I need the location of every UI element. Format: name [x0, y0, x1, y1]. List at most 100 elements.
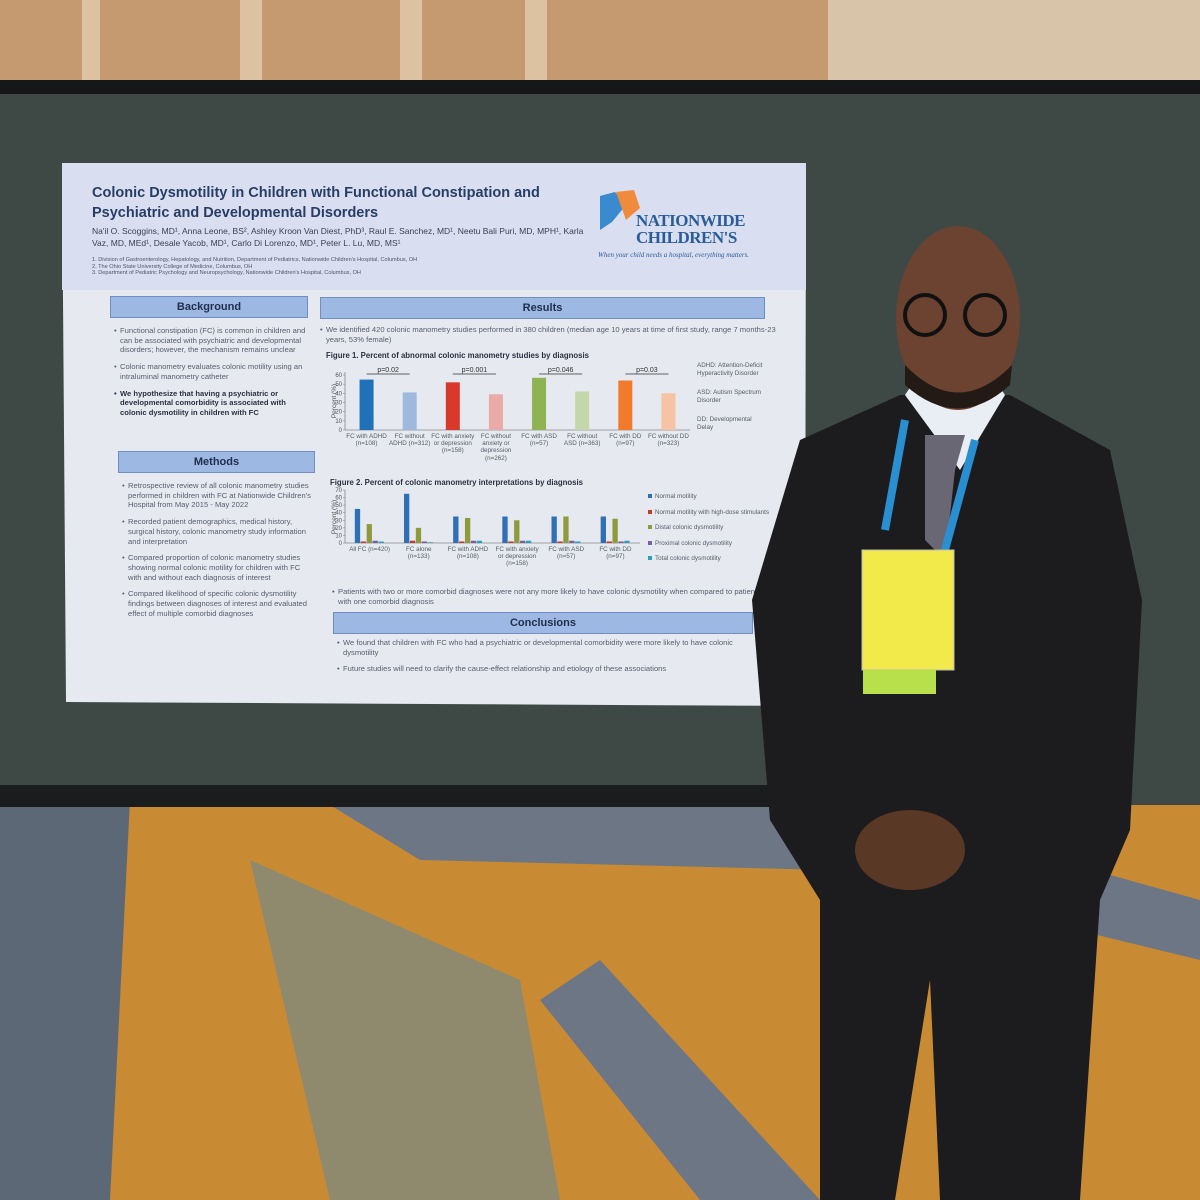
y-tick-label: 30 — [335, 401, 342, 407]
bar — [409, 540, 416, 543]
bar — [624, 540, 630, 543]
wall-panel — [525, 0, 547, 90]
logo-butterfly — [616, 190, 640, 220]
bullet: We hypothesize that having a psychiatric… — [114, 389, 306, 418]
logo-name: NATIONWIDE CHILDREN'S — [636, 211, 745, 247]
bar — [514, 520, 520, 543]
legend-swatch — [648, 540, 652, 545]
bar — [525, 540, 532, 543]
bar — [600, 516, 606, 543]
bullet: We found that children with FC who had a… — [337, 638, 757, 657]
legend-entry: Distal colonic dysmotility — [648, 524, 773, 532]
bullet: Compared likelihood of specific colonic … — [122, 589, 312, 618]
affiliation: 1. Division of Gastroenterology, Hepatol… — [92, 257, 418, 263]
affiliations: 1. Division of Gastroenterology, Hepatol… — [92, 257, 572, 277]
legend-swatch — [648, 525, 652, 530]
legend-swatch — [648, 509, 652, 514]
bar — [618, 541, 624, 543]
legend-entry: Normal motility with high-dose stimulant… — [648, 509, 773, 517]
y-tick-label: 50 — [335, 503, 342, 509]
bar — [402, 392, 417, 430]
legend-entry: Proximal colonic dysmotility — [648, 540, 773, 548]
p-value: p=0.046 — [548, 367, 574, 374]
bar — [488, 394, 503, 430]
bar — [421, 541, 428, 543]
x-tick-label: FC with ADHD (n=108) — [346, 433, 387, 448]
carpet-stripe — [540, 960, 820, 1200]
definitions: ADHD: Attention-Deficit Hyperactivity Di… — [697, 362, 769, 443]
bar — [575, 391, 590, 430]
blind — [828, 0, 1200, 85]
y-tick-label: 30 — [335, 518, 342, 524]
poster-title: Colonic Dysmotility in Children with Fun… — [92, 185, 540, 222]
bar — [532, 377, 547, 430]
bar — [427, 542, 433, 543]
bar — [372, 540, 378, 543]
y-axis-label: Percent (%) — [331, 500, 338, 534]
y-tick-label: 40 — [335, 391, 342, 397]
x-tick-label: FC with ASD (n=57) — [548, 546, 585, 561]
legend-swatch — [648, 556, 652, 561]
legend-entry: Normal motility — [648, 493, 773, 501]
wall-panel — [82, 0, 100, 90]
bar — [354, 508, 361, 543]
figure-title: Figure 2. Percent of colonic manometry i… — [330, 478, 584, 487]
bar — [502, 516, 508, 543]
x-tick-label: FC with anxiety or depression (n=158) — [495, 546, 539, 568]
y-tick-label: 10 — [335, 533, 342, 539]
bullet: Retrospective review of all colonic mano… — [122, 481, 312, 510]
bar — [520, 540, 526, 543]
bar — [470, 540, 477, 543]
x-tick-label: FC without ADHD (n=312) — [388, 433, 431, 448]
section-heading: Background — [110, 296, 308, 318]
bullet: Functional constipation (FC) is common i… — [114, 326, 306, 355]
x-tick-label: FC without anxiety or depression (n=262) — [480, 433, 512, 462]
legend-entry: Total colonic dysmotility — [648, 555, 773, 563]
x-tick-label: All FC (n=420) — [349, 546, 390, 553]
bar — [563, 516, 569, 543]
results-note: Patients with two or more comorbid diagn… — [332, 587, 762, 613]
x-tick-label: FC with ADHD (n=108) — [447, 546, 489, 561]
p-value: p=0.03 — [636, 367, 658, 374]
bullet: Compared proportion of colonic manometry… — [122, 553, 312, 582]
definition: DD: Developmental Delay — [697, 416, 752, 431]
bar — [464, 518, 471, 543]
bar — [459, 541, 465, 543]
bar — [557, 541, 563, 543]
x-tick-label: FC with DD (n=97) — [609, 433, 642, 448]
y-tick-label: 50 — [335, 382, 342, 388]
bullet: We identified 420 colonic manometry stud… — [320, 325, 780, 344]
bar — [606, 541, 612, 543]
definition: ADHD: Attention-Deficit Hyperactivity Di… — [697, 362, 763, 377]
y-tick-label: 60 — [335, 496, 342, 502]
definition: ASD: Autism Spectrum Disorder — [697, 389, 762, 404]
legend-swatch — [648, 494, 652, 498]
legend-label: Total colonic dysmotility — [655, 555, 721, 563]
legend-label: Normal motility — [655, 493, 697, 500]
y-tick-label: 60 — [335, 373, 342, 379]
bar — [360, 541, 367, 543]
legend: Normal motility Normal motility with high… — [648, 493, 773, 571]
x-tick-label: FC with anxiety or depression (n=158) — [431, 433, 475, 455]
bullet: Colonic manometry evaluates colonic moti… — [114, 362, 306, 381]
affiliation: 3. Department of Pediatric Psychology an… — [92, 270, 361, 277]
background-bullets: Functional constipation (FC) is common i… — [114, 326, 306, 425]
results-intro: We identified 420 colonic manometry stud… — [320, 325, 780, 351]
x-tick-label: FC without ASD (n=363) — [563, 433, 601, 448]
methods-bullets: Retrospective review of all colonic mano… — [122, 481, 312, 626]
p-value: p=0.02 — [377, 367, 399, 374]
bar — [612, 518, 618, 543]
x-tick-label: FC with DD (n=97) — [599, 546, 632, 561]
bar — [661, 393, 676, 430]
bullet: Recorded patient demographics, medical h… — [122, 517, 312, 546]
x-tick-label: FC alone (n=133) — [405, 546, 432, 561]
legend-label: Distal colonic dysmotility — [655, 524, 724, 532]
conclusion-bullets: We found that children with FC who had a… — [337, 638, 757, 681]
bar — [575, 541, 581, 543]
bullet: Future studies will need to clarify the … — [337, 664, 757, 674]
wall-panel — [240, 0, 262, 90]
bar — [415, 527, 422, 543]
bar — [508, 541, 514, 543]
bar — [453, 516, 459, 543]
bar — [551, 516, 557, 543]
